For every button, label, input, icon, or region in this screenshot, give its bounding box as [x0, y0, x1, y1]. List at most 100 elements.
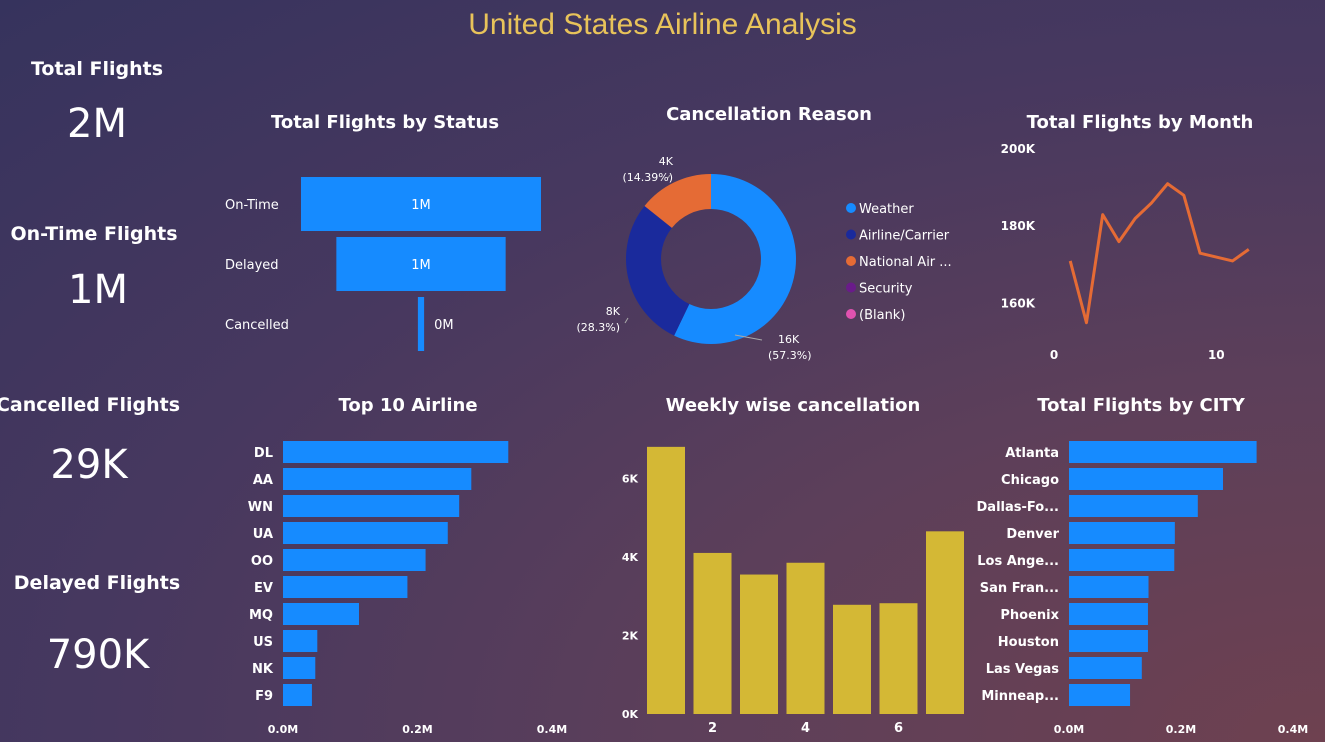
airline-bar	[283, 522, 448, 544]
month-y-tick: 200K	[1001, 142, 1036, 156]
city-x-tick: 0.0M	[1054, 723, 1084, 736]
airline-bar-chart: DL AA WN UA OO EV MQ US NK F9 0.0M 0.2M 0.4M	[248, 441, 567, 736]
status-data-label: 0M	[434, 318, 454, 333]
city-bar	[1069, 495, 1198, 517]
kpi-cancelled-flights-label: Cancelled Flights	[0, 394, 181, 416]
status-data-label: 1M	[411, 198, 431, 213]
status-category-label: On-Time	[225, 198, 279, 213]
city-category-label: Atlanta	[1005, 446, 1059, 461]
city-category-label: Houston	[998, 635, 1059, 650]
city-bar	[1069, 603, 1148, 625]
weekly-y-tick: 0K	[622, 708, 639, 721]
weekly-chart-title: Weekly wise cancellation	[665, 395, 921, 416]
airline-bar	[283, 684, 312, 706]
status-data-label: 1M	[411, 258, 431, 273]
weekly-y-tick: 4K	[622, 551, 639, 564]
donut-data-value: 16K	[778, 333, 800, 346]
donut-data-pct: (14.39%)	[622, 171, 673, 184]
donut-data-value: 8K	[606, 305, 621, 318]
airline-x-tick: 0.2M	[402, 723, 432, 736]
month-chart-title: Total Flights by Month	[1026, 112, 1254, 133]
status-category-label: Delayed	[225, 258, 279, 273]
weekly-y-tick: 6K	[622, 472, 639, 485]
legend-item: (Blank)	[859, 308, 905, 323]
city-x-tick: 0.4M	[1278, 723, 1308, 736]
weekly-y-tick: 2K	[622, 629, 639, 642]
airline-chart-title: Top 10 Airline	[338, 395, 478, 416]
status-chart-title: Total Flights by Status	[270, 112, 500, 133]
kpi-delayed-flights-value: 790K	[46, 632, 150, 678]
city-category-label: Phoenix	[1000, 608, 1059, 623]
legend-item: Security	[859, 282, 913, 297]
legend-item: Airline/Carrier	[859, 229, 950, 244]
month-x-tick: 10	[1208, 348, 1225, 362]
city-category-label: Las Vegas	[986, 662, 1060, 677]
city-bar	[1069, 684, 1131, 706]
airline-bar	[283, 603, 359, 625]
donut-data-pct: (57.3%)	[768, 349, 812, 362]
city-bar	[1069, 657, 1142, 679]
kpi-ontime-flights-value: 1M	[68, 267, 128, 313]
city-bar	[1069, 630, 1148, 652]
airline-category-label: EV	[254, 581, 273, 596]
airline-bar	[283, 495, 460, 517]
airline-category-label: F9	[255, 689, 273, 704]
airline-bar	[283, 657, 316, 679]
weekly-bar	[647, 446, 685, 714]
legend-marker	[846, 282, 856, 293]
city-x-tick: 0.2M	[1166, 723, 1196, 736]
airline-category-label: WN	[248, 500, 273, 515]
airline-bar	[283, 549, 426, 571]
airline-x-tick: 0.0M	[268, 723, 298, 736]
status-bar	[417, 297, 425, 351]
kpi-total-flights-value: 2M	[67, 101, 127, 147]
city-category-label: San Fran...	[980, 581, 1059, 596]
status-bar	[336, 237, 506, 291]
airline-category-label: MQ	[249, 608, 273, 623]
status-category-label: Cancelled	[225, 318, 289, 333]
city-category-label: Chicago	[1001, 473, 1059, 488]
airline-category-label: UA	[253, 527, 273, 542]
kpi-cancelled-flights-value: 29K	[50, 442, 128, 488]
kpi-delayed-flights-label: Delayed Flights	[13, 572, 181, 594]
weekly-bar	[786, 562, 825, 714]
cancellation-donut-chart: 16K (57.3%) 8K (28.3%) 4K (14.39%) Weather Airl…	[576, 155, 952, 362]
weekly-bar	[740, 574, 778, 714]
city-bar	[1069, 468, 1223, 490]
donut-slice	[644, 174, 711, 228]
airline-category-label: OO	[251, 554, 273, 569]
month-line-chart: 200K 180K 160K 0 10	[1001, 142, 1250, 362]
month-x-tick: 0	[1050, 348, 1058, 362]
legend-item: Weather	[859, 202, 914, 217]
weekly-bar	[879, 603, 918, 714]
airline-bar	[283, 576, 408, 598]
city-bar-chart: Atlanta Chicago Dallas-Fo... Denver Los Ange…	[977, 441, 1308, 736]
airline-category-label: AA	[253, 473, 273, 488]
city-category-label: Denver	[1006, 527, 1059, 542]
city-chart-title: Total Flights by CITY	[1037, 395, 1245, 416]
month-y-tick: 180K	[1001, 219, 1036, 233]
donut-leader-line	[667, 174, 671, 179]
city-bar	[1069, 549, 1175, 571]
airline-bar	[283, 441, 509, 463]
donut-slice	[674, 174, 796, 344]
month-series-line	[1068, 182, 1250, 325]
status-bar	[301, 177, 541, 231]
month-y-tick: 160K	[1001, 296, 1036, 310]
page-title: United States Airline Analysis	[468, 8, 857, 41]
weekly-x-tick: 2	[708, 721, 717, 736]
weekly-x-tick: 6	[894, 721, 903, 736]
donut-slice	[626, 206, 690, 336]
airline-category-label: DL	[254, 446, 273, 461]
weekly-bar	[833, 604, 871, 714]
legend-marker	[846, 309, 856, 319]
kpi-ontime-flights-label: On-Time Flights	[10, 223, 178, 245]
airline-category-label: NK	[252, 662, 274, 677]
city-bar	[1069, 441, 1257, 463]
legend-marker	[846, 229, 856, 240]
cancellation-reason-title: Cancellation Reason	[666, 104, 872, 125]
weekly-bar	[926, 531, 964, 714]
legend-item: National Air ...	[859, 255, 952, 270]
donut-leader-line	[734, 334, 763, 341]
donut-data-value: 4K	[659, 155, 674, 168]
